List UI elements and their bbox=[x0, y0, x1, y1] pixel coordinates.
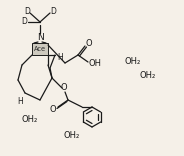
Text: OH₂: OH₂ bbox=[125, 58, 141, 66]
Text: D: D bbox=[24, 7, 30, 15]
Text: D: D bbox=[50, 7, 56, 15]
Text: H: H bbox=[17, 97, 23, 105]
Text: D: D bbox=[21, 17, 27, 27]
Text: O: O bbox=[61, 83, 67, 93]
Text: OH₂: OH₂ bbox=[140, 71, 156, 80]
Text: O: O bbox=[50, 105, 56, 115]
Text: OH: OH bbox=[89, 58, 102, 68]
Bar bbox=[32, 43, 48, 55]
Text: OH₂: OH₂ bbox=[64, 131, 80, 139]
Text: OH₂: OH₂ bbox=[22, 115, 38, 124]
Text: O: O bbox=[86, 39, 92, 49]
Text: H: H bbox=[57, 53, 63, 61]
Text: N: N bbox=[37, 34, 43, 42]
Text: Ace: Ace bbox=[34, 46, 46, 52]
